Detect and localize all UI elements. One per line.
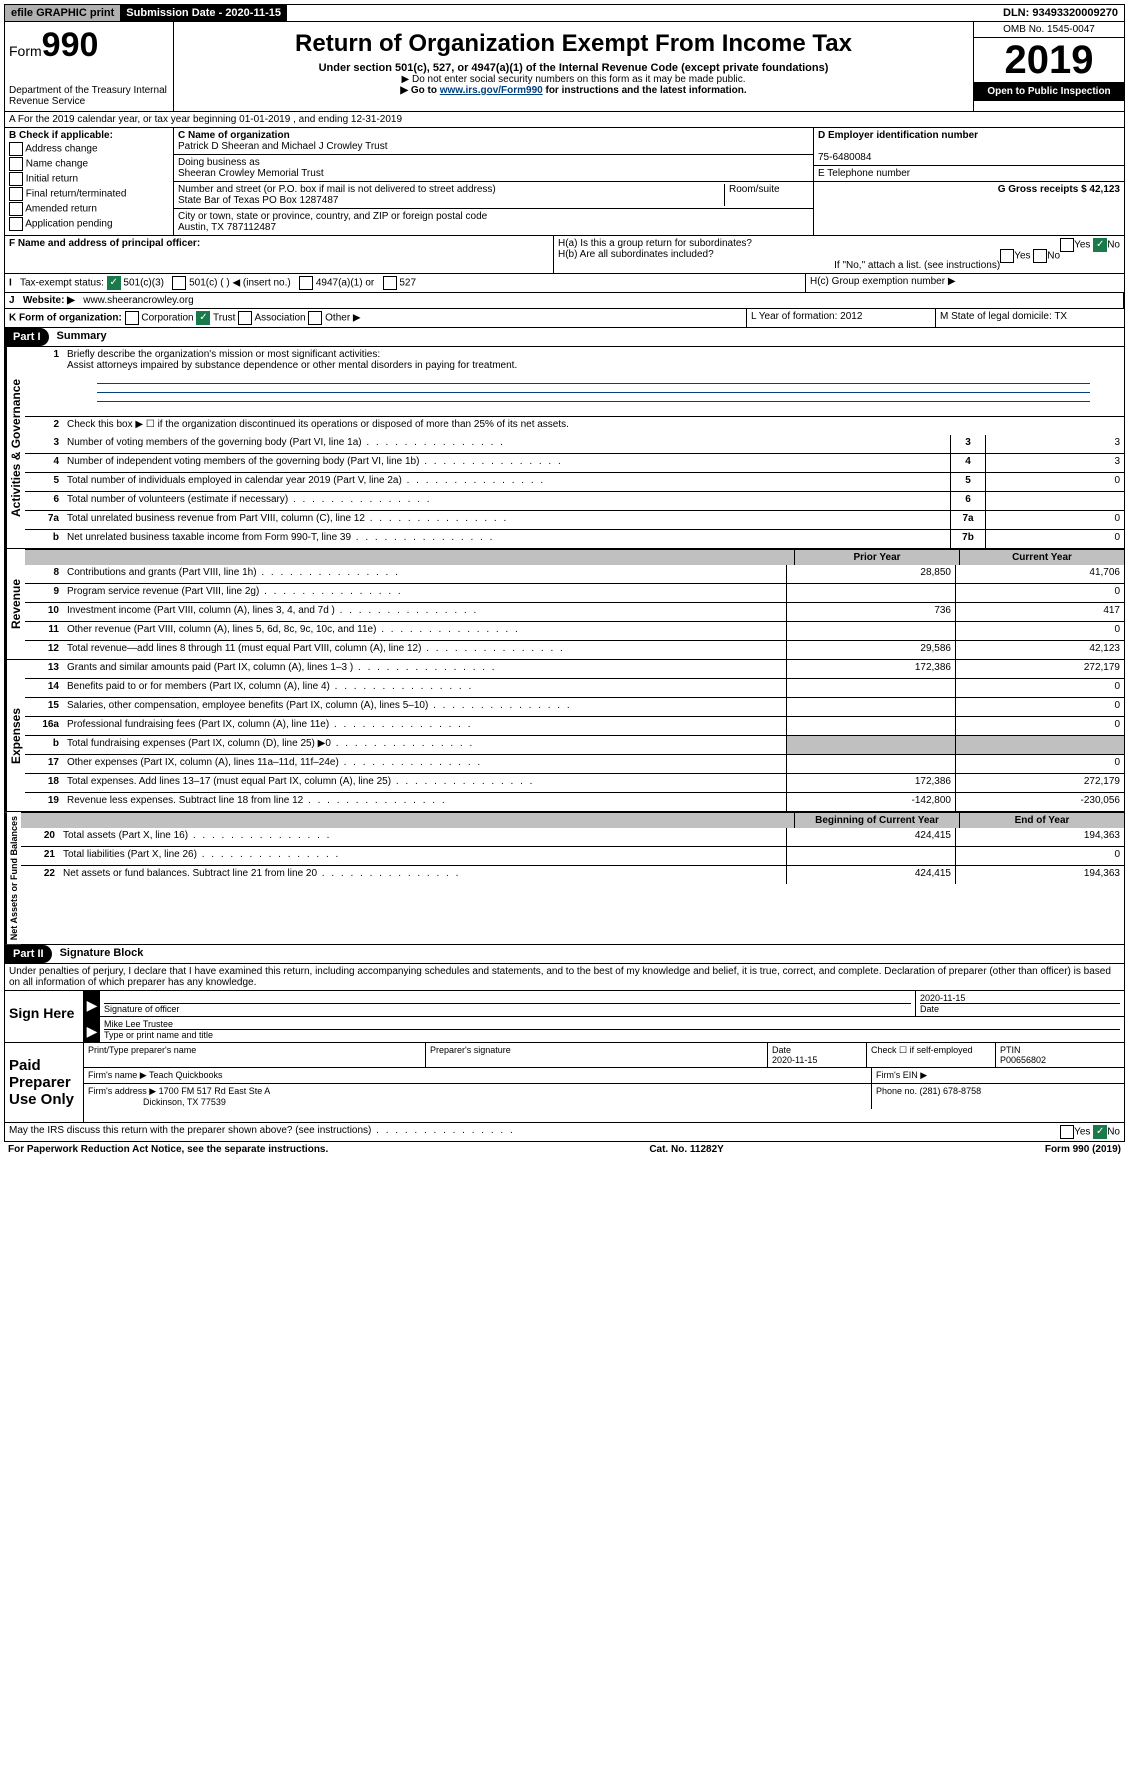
ein: 75-6480084 (818, 152, 871, 163)
line-12: Total revenue—add lines 8 through 11 (mu… (63, 641, 786, 659)
form-subtitle: Under section 501(c), 527, or 4947(a)(1)… (178, 62, 969, 74)
line-6: Total number of volunteers (estimate if … (63, 492, 950, 510)
mission: Assist attorneys impaired by substance d… (67, 360, 517, 371)
dept-label: Department of the Treasury Internal Reve… (9, 85, 169, 107)
check-final[interactable] (9, 187, 23, 201)
check-name[interactable] (9, 157, 23, 171)
tax-501c3[interactable]: ✓ (107, 276, 121, 290)
sig-arrow-icon: ▶ (84, 1017, 100, 1042)
line-b: Net unrelated business taxable income fr… (63, 530, 950, 548)
sign-here: Sign Here (5, 991, 84, 1042)
line-14: Benefits paid to or for members (Part IX… (63, 679, 786, 697)
check-amended[interactable] (9, 202, 23, 216)
line-7a: Total unrelated business revenue from Pa… (63, 511, 950, 529)
sig-arrow-icon: ▶ (84, 991, 100, 1016)
section-b: B Check if applicable: Address change Na… (4, 128, 1125, 236)
line-3: Number of voting members of the governin… (63, 435, 950, 453)
line-11: Other revenue (Part VIII, column (A), li… (63, 622, 786, 640)
line-4: Number of independent voting members of … (63, 454, 950, 472)
line-18: Total expenses. Add lines 13–17 (must eq… (63, 774, 786, 792)
declaration: Under penalties of perjury, I declare th… (4, 964, 1125, 991)
vert-net: Net Assets or Fund Balances (5, 812, 21, 944)
line-16a: Professional fundraising fees (Part IX, … (63, 717, 786, 735)
open-public: Open to Public Inspection (974, 82, 1124, 101)
org-name: Patrick D Sheeran and Michael J Crowley … (178, 141, 388, 152)
line-5: Total number of individuals employed in … (63, 473, 950, 491)
line-b: Total fundraising expenses (Part IX, col… (63, 736, 786, 754)
dba-name: Sheeran Crowley Memorial Trust (178, 168, 324, 179)
paid-preparer: Paid Preparer Use Only (5, 1043, 84, 1122)
state-domicile: M State of legal domicile: TX (936, 309, 1124, 327)
line-22: Net assets or fund balances. Subtract li… (59, 866, 786, 884)
footer-mid: Cat. No. 11282Y (649, 1144, 723, 1155)
line-19: Revenue less expenses. Subtract line 18 … (63, 793, 786, 811)
street-addr: State Bar of Texas PO Box 1287487 (178, 195, 338, 206)
phone-label: E Telephone number (814, 166, 1124, 182)
line-15: Salaries, other compensation, employee b… (63, 698, 786, 716)
vert-revenue: Revenue (5, 549, 25, 659)
form-note1: ▶ Do not enter social security numbers o… (178, 74, 969, 85)
check-pending[interactable] (9, 217, 23, 231)
city-addr: Austin, TX 787112487 (178, 222, 276, 233)
tax-year: 2019 (974, 38, 1124, 82)
submission-date: Submission Date - 2020-11-15 (120, 5, 287, 21)
top-bar: efile GRAPHIC print Submission Date - 20… (4, 4, 1125, 22)
row-a: A For the 2019 calendar year, or tax yea… (4, 112, 1125, 128)
line-13: Grants and similar amounts paid (Part IX… (63, 660, 786, 678)
footer-right: Form 990 (2019) (1045, 1144, 1121, 1155)
omb-number: OMB No. 1545-0047 (974, 22, 1124, 38)
check-initial[interactable] (9, 172, 23, 186)
k-trust[interactable]: ✓ (196, 311, 210, 325)
line-20: Total assets (Part X, line 16) (59, 828, 786, 846)
line-8: Contributions and grants (Part VIII, lin… (63, 565, 786, 583)
line-21: Total liabilities (Part X, line 26) (59, 847, 786, 865)
footer-left: For Paperwork Reduction Act Notice, see … (8, 1144, 328, 1155)
part2-header: Part II (5, 945, 52, 963)
part1-header: Part I (5, 328, 49, 346)
ha-no[interactable]: ✓ (1093, 238, 1107, 252)
form-prefix: Form (9, 43, 42, 59)
line-17: Other expenses (Part IX, column (A), lin… (63, 755, 786, 773)
discuss-no[interactable]: ✓ (1093, 1125, 1107, 1139)
year-formation: L Year of formation: 2012 (747, 309, 936, 327)
gross-receipts: G Gross receipts $ 42,123 (998, 184, 1120, 195)
hc-label: H(c) Group exemption number ▶ (806, 274, 1124, 292)
efile-label[interactable]: efile GRAPHIC print (5, 5, 120, 21)
dln-label: DLN: 93493320009270 (997, 5, 1124, 21)
check-address[interactable] (9, 142, 23, 156)
form-number: 990 (42, 26, 99, 64)
vert-expenses: Expenses (5, 660, 25, 811)
irs-link[interactable]: www.irs.gov/Form990 (440, 85, 543, 96)
section-fh: F Name and address of principal officer:… (4, 236, 1125, 274)
website: www.sheerancrowley.org (83, 295, 193, 306)
line-9: Program service revenue (Part VIII, line… (63, 584, 786, 602)
line-10: Investment income (Part VIII, column (A)… (63, 603, 786, 621)
form-title: Return of Organization Exempt From Incom… (178, 30, 969, 58)
form-header: Form990 Department of the Treasury Inter… (4, 22, 1125, 112)
vert-activities: Activities & Governance (5, 347, 25, 548)
